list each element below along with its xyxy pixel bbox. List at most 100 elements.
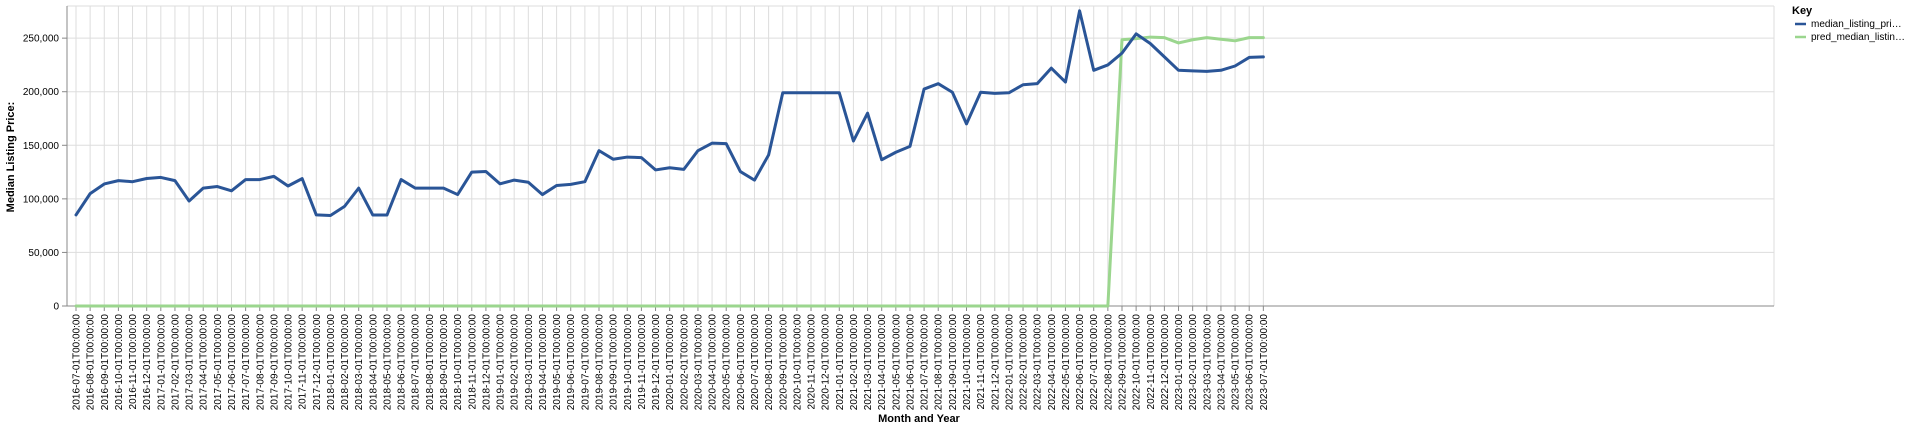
- x-tick-label: 2017-07-01T00:00:00: [241, 314, 252, 411]
- x-tick-label: 2023-07-01T00:00:00: [1259, 314, 1270, 411]
- x-tick-label: 2017-08-01T00:00:00: [255, 314, 266, 411]
- x-tick-label: 2019-11-01T00:00:00: [637, 314, 648, 410]
- x-tick-label: 2019-10-01T00:00:00: [623, 314, 634, 411]
- y-axis: 0 50,000 100,000 150,000 200,000 250,000: [23, 6, 68, 313]
- x-tick-label: 2020-02-01T00:00:00: [679, 314, 690, 411]
- x-tick-label: 2022-07-01T00:00:00: [1089, 314, 1100, 411]
- x-tick-label: 2019-12-01T00:00:00: [651, 314, 662, 411]
- x-tick-label: 2017-03-01T00:00:00: [185, 314, 196, 411]
- x-tick-label: 2016-08-01T00:00:00: [86, 314, 97, 411]
- x-tick-label: 2018-01-01T00:00:00: [326, 314, 337, 411]
- x-tick-label: 2021-05-01T00:00:00: [891, 314, 902, 411]
- y-tick-label: 200,000: [23, 87, 60, 98]
- x-tick-label: 2023-03-01T00:00:00: [1202, 314, 1213, 411]
- series-line-actual: [74, 9, 1265, 217]
- series-lines: [74, 9, 1265, 308]
- x-tick-label: 2020-03-01T00:00:00: [693, 314, 704, 411]
- x-tick-label: 2016-12-01T00:00:00: [142, 314, 153, 411]
- x-tick-label: 2022-04-01T00:00:00: [1047, 314, 1058, 411]
- x-tick-label: 2021-12-01T00:00:00: [990, 314, 1001, 411]
- x-tick-label: 2019-05-01T00:00:00: [552, 314, 563, 411]
- x-tick-label: 2016-10-01T00:00:00: [114, 314, 125, 411]
- x-tick-label: 2018-09-01T00:00:00: [439, 314, 450, 411]
- x-tick-label: 2020-07-01T00:00:00: [750, 314, 761, 411]
- x-tick-label: 2017-06-01T00:00:00: [227, 314, 238, 411]
- x-tick-label: 2021-02-01T00:00:00: [849, 314, 860, 411]
- x-tick-label: 2017-02-01T00:00:00: [170, 314, 181, 411]
- x-tick-label: 2018-05-01T00:00:00: [382, 314, 393, 411]
- legend-label: median_listing_pri…: [1811, 19, 1902, 30]
- x-tick-label: 2019-01-01T00:00:00: [496, 314, 507, 411]
- grid-lines: [67, 5, 1775, 307]
- x-tick-label: 2017-04-01T00:00:00: [199, 314, 210, 411]
- x-tick-label: 2021-11-01T00:00:00: [976, 314, 987, 410]
- x-tick-label: 2021-06-01T00:00:00: [905, 314, 916, 411]
- legend-label: pred_median_listin…: [1811, 32, 1905, 43]
- x-tick-label: 2019-03-01T00:00:00: [524, 314, 535, 411]
- x-tick-label: 2018-11-01T00:00:00: [467, 314, 478, 410]
- x-tick-label: 2019-04-01T00:00:00: [538, 314, 549, 411]
- x-tick-label: 2023-02-01T00:00:00: [1188, 314, 1199, 411]
- x-tick-label: 2022-09-01T00:00:00: [1117, 314, 1128, 411]
- x-tick-label: 2018-12-01T00:00:00: [481, 314, 492, 411]
- x-tick-label: 2020-08-01T00:00:00: [764, 314, 775, 411]
- x-tick-label: 2020-05-01T00:00:00: [722, 314, 733, 411]
- legend: Key median_listing_pri… pred_median_listi…: [1792, 5, 1905, 43]
- x-tick-label: 2020-06-01T00:00:00: [736, 314, 747, 411]
- x-tick-label: 2016-09-01T00:00:00: [100, 314, 111, 411]
- x-tick-label: 2020-04-01T00:00:00: [708, 314, 719, 411]
- x-tick-label: 2021-09-01T00:00:00: [948, 314, 959, 411]
- x-tick-label: 2022-12-01T00:00:00: [1160, 314, 1171, 411]
- x-tick-label: 2022-10-01T00:00:00: [1132, 314, 1143, 411]
- x-tick-label: 2017-01-01T00:00:00: [156, 314, 167, 411]
- x-tick-label: 2017-12-01T00:00:00: [312, 314, 323, 411]
- x-tick-label: 2018-02-01T00:00:00: [340, 314, 351, 411]
- x-axis: 2016-07-01T00:00:00 2016-08-01T00:00:00 20…: [67, 305, 1774, 411]
- x-tick-label: 2020-11-01T00:00:00: [807, 314, 818, 410]
- x-tick-label: 2020-01-01T00:00:00: [665, 314, 676, 411]
- x-tick-label: 2018-03-01T00:00:00: [354, 314, 365, 411]
- x-tick-label: 2021-03-01T00:00:00: [863, 314, 874, 411]
- x-tick-label: 2019-08-01T00:00:00: [594, 314, 605, 411]
- x-tick-label: 2016-07-01T00:00:00: [72, 314, 83, 411]
- x-tick-label: 2017-10-01T00:00:00: [284, 314, 295, 411]
- x-tick-label: 2018-07-01T00:00:00: [411, 314, 422, 411]
- x-tick-label: 2020-12-01T00:00:00: [821, 314, 832, 411]
- y-axis-title: Median Listing Price:: [5, 102, 17, 213]
- x-tick-label: 2023-04-01T00:00:00: [1216, 314, 1227, 411]
- x-tick-label: 2022-03-01T00:00:00: [1033, 314, 1044, 411]
- y-tick-label: 100,000: [23, 194, 60, 205]
- x-tick-label: 2022-11-01T00:00:00: [1146, 314, 1157, 410]
- x-tick-label: 2021-01-01T00:00:00: [835, 314, 846, 411]
- x-tick-label: 2016-11-01T00:00:00: [128, 314, 139, 410]
- x-tick-label: 2022-08-01T00:00:00: [1103, 314, 1114, 411]
- x-tick-label: 2018-04-01T00:00:00: [368, 314, 379, 411]
- x-tick-label: 2023-01-01T00:00:00: [1174, 314, 1185, 411]
- x-tick-label: 2023-05-01T00:00:00: [1231, 314, 1242, 411]
- x-tick-label: 2021-07-01T00:00:00: [920, 314, 931, 411]
- x-tick-label: 2019-09-01T00:00:00: [609, 314, 620, 411]
- legend-title: Key: [1792, 5, 1813, 17]
- x-axis-title: Month and Year: [878, 413, 960, 425]
- y-tick-label: 150,000: [23, 141, 60, 152]
- y-tick-label: 0: [53, 302, 59, 313]
- x-tick-label: 2022-01-01T00:00:00: [1004, 314, 1015, 411]
- x-tick-label: 2019-07-01T00:00:00: [580, 314, 591, 411]
- series-line-predicted: [74, 35, 1265, 308]
- x-tick-label: 2017-09-01T00:00:00: [269, 314, 280, 411]
- x-tick-label: 2019-06-01T00:00:00: [566, 314, 577, 411]
- x-tick-label: 2017-05-01T00:00:00: [213, 314, 224, 411]
- x-tick-label: 2021-08-01T00:00:00: [934, 314, 945, 411]
- x-tick-label: 2020-10-01T00:00:00: [792, 314, 803, 411]
- x-tick-label: 2018-10-01T00:00:00: [453, 314, 464, 411]
- x-tick-label: 2018-06-01T00:00:00: [397, 314, 408, 411]
- x-tick-label: 2017-11-01T00:00:00: [298, 314, 309, 410]
- y-tick-label: 50,000: [28, 248, 59, 259]
- x-tick-label: 2018-08-01T00:00:00: [425, 314, 436, 411]
- x-tick-label: 2019-02-01T00:00:00: [510, 314, 521, 411]
- x-tick-label: 2022-02-01T00:00:00: [1019, 314, 1030, 411]
- x-tick-label: 2021-10-01T00:00:00: [962, 314, 973, 411]
- x-tick-label: 2022-06-01T00:00:00: [1075, 314, 1086, 411]
- x-tick-label: 2020-09-01T00:00:00: [778, 314, 789, 411]
